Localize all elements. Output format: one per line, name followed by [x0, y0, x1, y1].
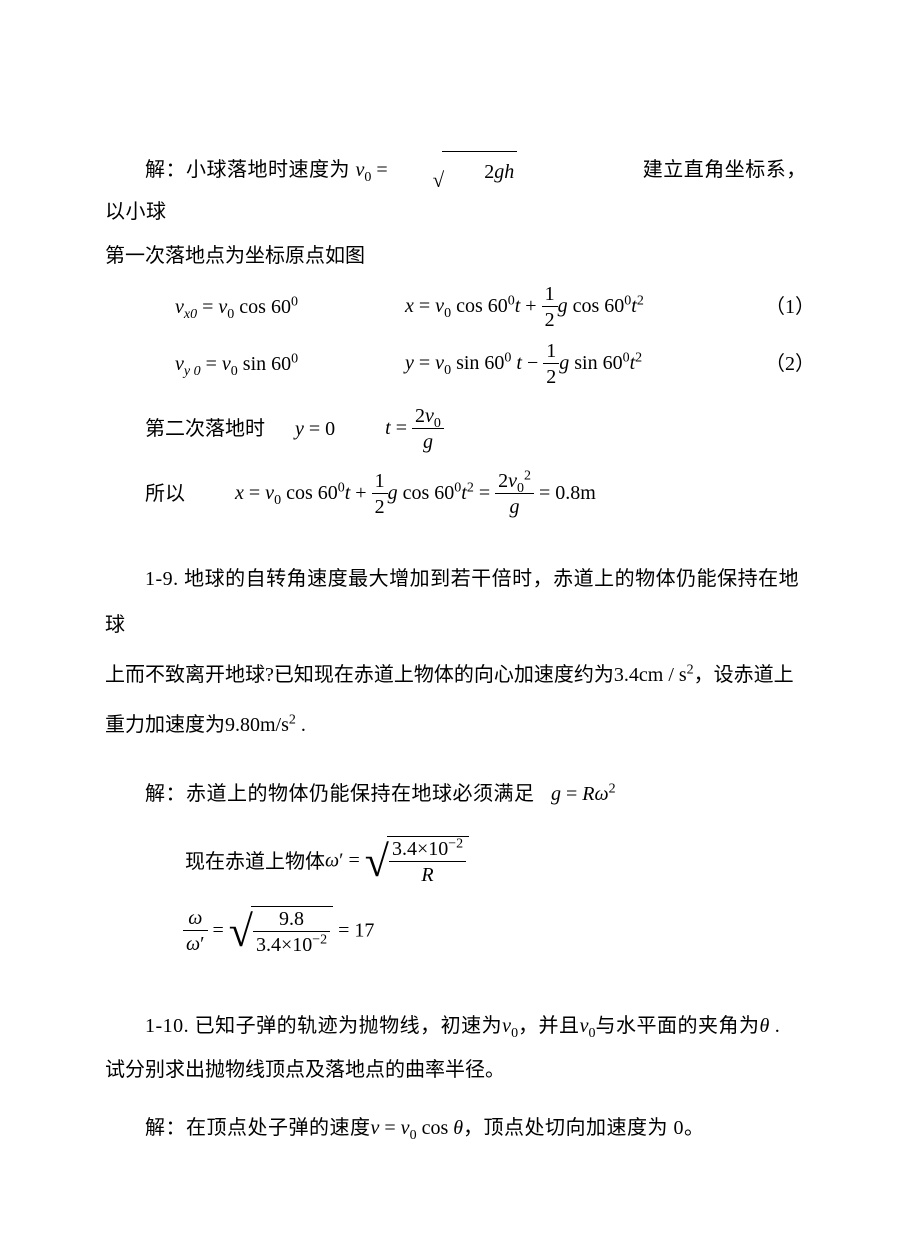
eq-vy0: vy 0 = v0 sin 600 — [175, 344, 405, 384]
eq4-label: 所以 — [105, 474, 235, 514]
eq-x-result: x = v0 cos 600t + 12g cos 600t2 = 2v02g … — [235, 469, 596, 520]
eq-y-motion: y = v0 sin 600 t − 12g sin 600t2 — [405, 339, 755, 390]
prob10-line1: 1-10. 已知子弹的轨迹为抛物线，初速为v0，并且v0与水平面的夹角为θ . — [105, 1006, 815, 1046]
equation-row-1: vx0 = = vv0 cos 600 x = v0 cos 600t + 12… — [105, 282, 815, 333]
equation-row-3: 第二次落地时 y = 0 t = 2v0g — [105, 404, 815, 455]
eq-v0-sqrt2gh: v0 = √2gh — [356, 159, 523, 181]
eq-omega-ratio: ωω′ = √9.83.4×10−2 = 17 — [183, 906, 374, 958]
prob9-line1: 1-9. 地球的自转角速度最大增加到若干倍时，赤道上的物体仍能保持在地球 — [105, 556, 815, 648]
sol9-line2: 现在赤道上物体 ω′ = √3.4×10−2R — [105, 836, 815, 888]
sol9-line1: 解：赤道上的物体仍能保持在地球必须满足 g = Rω2 — [105, 774, 815, 814]
eq-y-zero: y = 0 — [295, 409, 335, 449]
problem-1-9: 1-9. 地球的自转角速度最大增加到若干倍时，赤道上的物体仍能保持在地球 上而不… — [105, 556, 815, 748]
solution-intro-line1: 解：小球落地时速度为 v0 = √2gh 建立直角坐标系，以小球 — [105, 150, 815, 232]
problem-1-10: 1-10. 已知子弹的轨迹为抛物线，初速为v0，并且v0与水平面的夹角为θ . … — [105, 1006, 815, 1090]
eq-x-motion: x = v0 cos 600t + 12g cos 600t2 — [405, 282, 755, 333]
eq-t-solution: t = 2v0g — [385, 404, 444, 455]
text-prefix: 解：小球落地时速度为 — [145, 159, 350, 181]
eq3-label: 第二次落地时 — [105, 409, 295, 449]
sol9-line3: ωω′ = √9.83.4×10−2 = 17 — [105, 906, 815, 958]
prob10-line2: 试分别求出抛物线顶点及落地点的曲率半径。 — [105, 1050, 815, 1090]
eq-label-2: （2） — [755, 344, 815, 384]
equation-row-4: 所以 x = v0 cos 600t + 12g cos 600t2 = 2v0… — [105, 469, 815, 520]
eq-v-v0costheta: v = v0 cos θ — [371, 1117, 464, 1139]
sol10-line1: 解：在顶点处子弹的速度v = v0 cos θ，顶点处切向加速度为 0。 — [105, 1108, 815, 1148]
eq-g-Romega2: g = Rω2 — [551, 783, 616, 805]
eq-omega-prime: ω′ = √3.4×10−2R — [325, 836, 469, 888]
prob9-line2: 上而不致离开地球?已知现在赤道上物体的向心加速度约为3.4cm / s2，设赤道… — [105, 652, 815, 698]
equation-row-2: vy 0 = v0 sin 600 y = v0 sin 600 t − 12g… — [105, 339, 815, 390]
solution-intro-line2: 第一次落地点为坐标原点如图 — [105, 236, 815, 276]
prob9-line3: 重力加速度为9.80m/s2 . — [105, 702, 815, 748]
sol9b-prefix: 现在赤道上物体 — [185, 842, 325, 882]
eq-vx0: vx0 = = vv0 cos 600 — [175, 287, 405, 327]
eq-label-1: （1） — [755, 287, 815, 327]
